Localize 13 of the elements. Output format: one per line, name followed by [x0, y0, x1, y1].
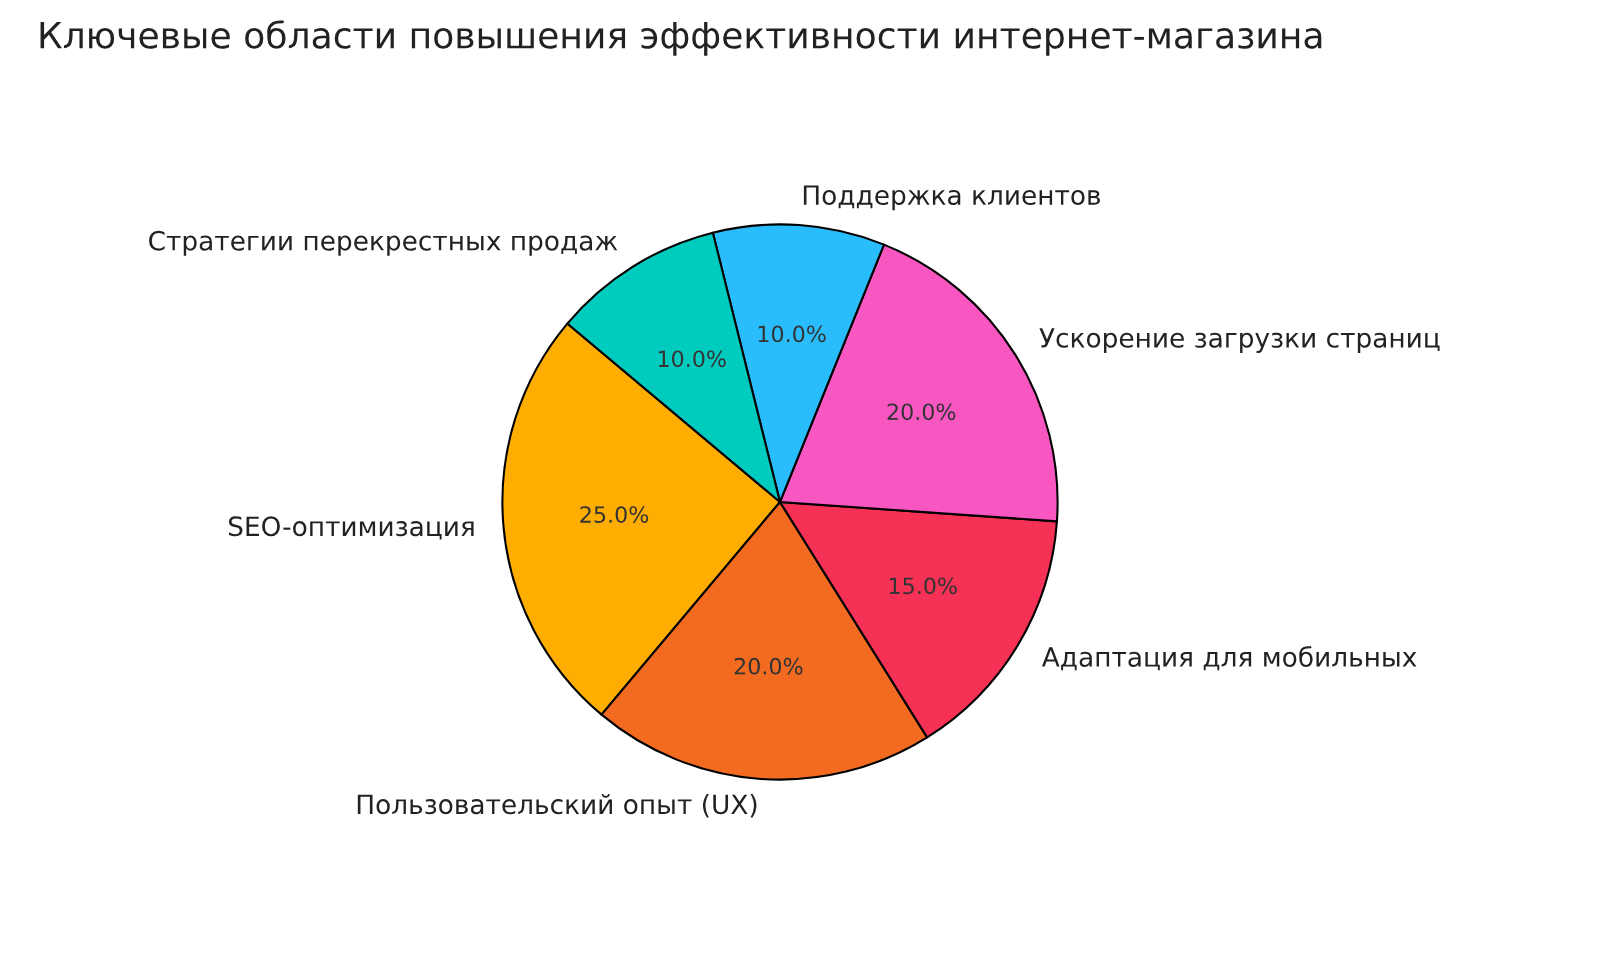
- slice-label: Адаптация для мобильных: [1041, 646, 1417, 671]
- slice-label: SEO-оптимизация: [228, 516, 474, 540]
- slice-label: Поддержка клиентов: [803, 185, 1100, 211]
- chart-title: Ключевые области повышения эффективности интернет-магазина: [40, 20, 1322, 56]
- data-label: 10.0%: [758, 325, 826, 343]
- data-label: 20.0%: [734, 657, 803, 675]
- data-label: 10.0%: [658, 350, 726, 368]
- slice-label: Стратегии перекрестных продаж: [149, 230, 618, 256]
- slice-label: Ускорение загрузки страниц: [1039, 328, 1440, 353]
- data-label: 20.0%: [887, 403, 956, 421]
- data-label: 15.0%: [889, 577, 957, 595]
- data-label: 25.0%: [580, 506, 649, 523]
- slice-label: Пользовательский опыт (UX): [357, 793, 757, 818]
